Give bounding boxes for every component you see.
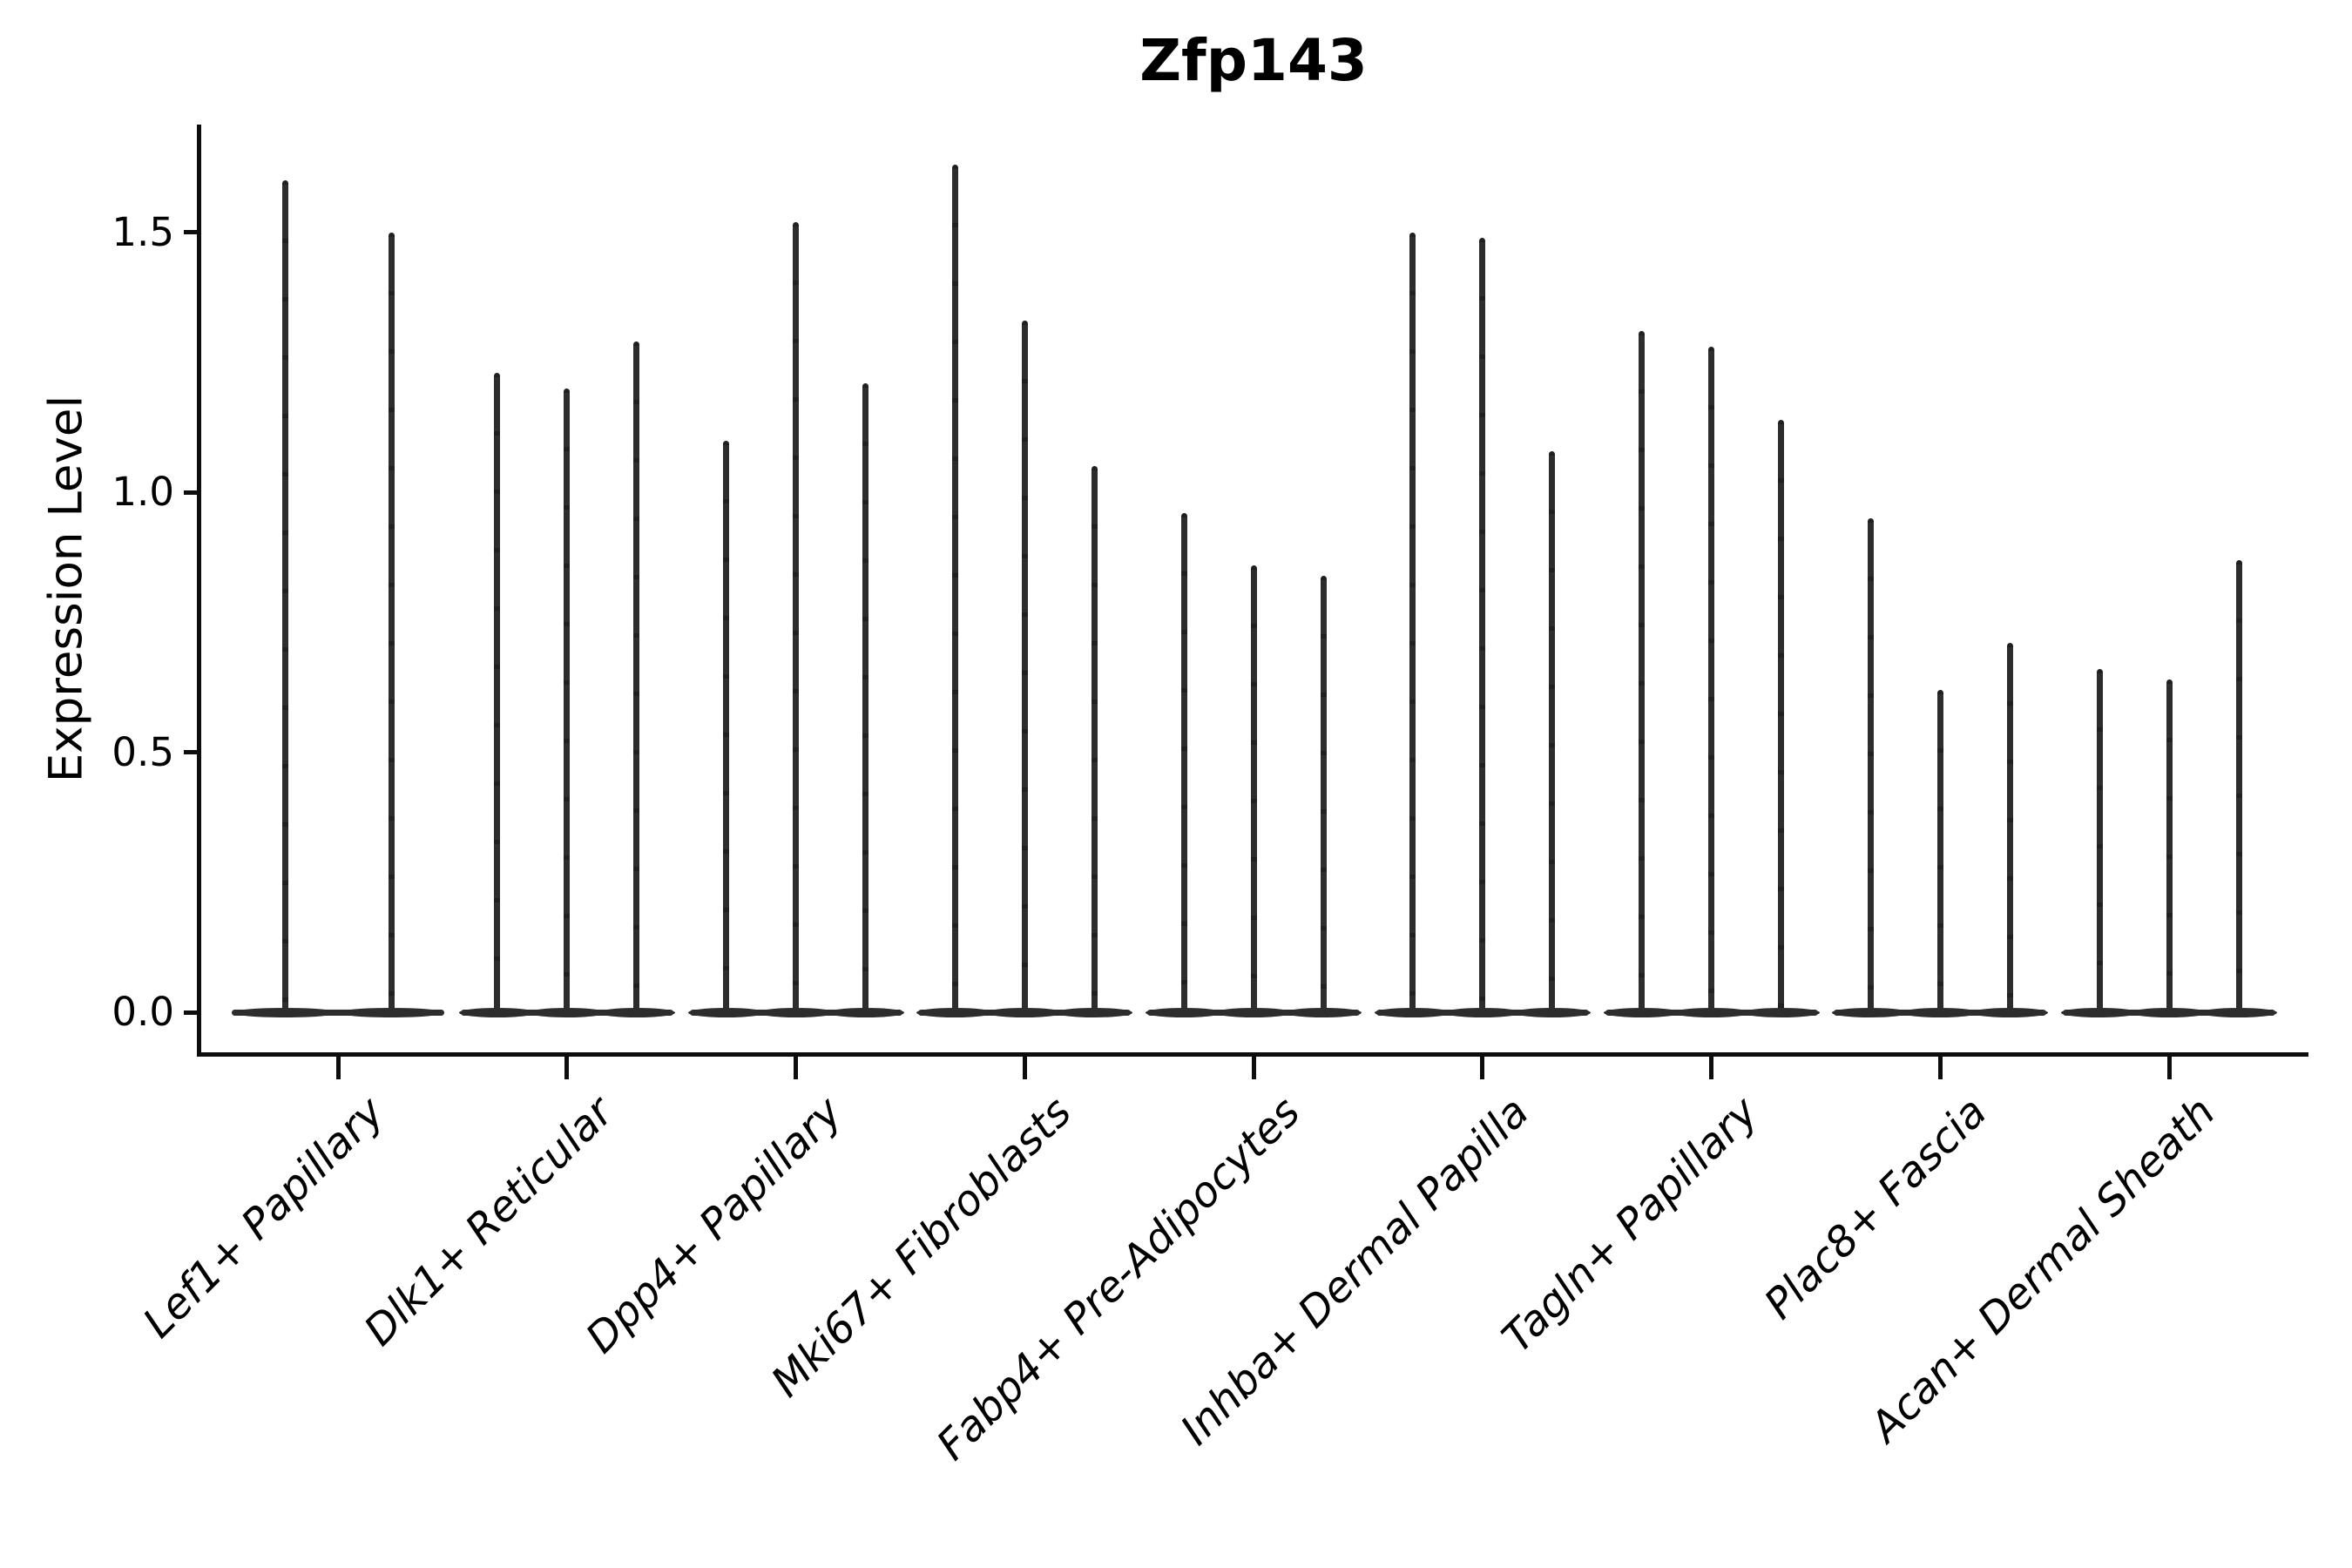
- x-tick-label-dpp4-papillary: Dpp4+ Papillary: [577, 1087, 852, 1363]
- violin-spike: [1867, 518, 1874, 1015]
- y-axis-spine: [197, 125, 201, 1057]
- x-tick-mark: [794, 1057, 798, 1079]
- violin-spike: [1549, 450, 1556, 1015]
- y-tick-mark: [184, 490, 199, 495]
- x-tick-label-plac8-fascia: Plac8+ Fascia: [1754, 1087, 1997, 1329]
- violin-spike: [2166, 679, 2173, 1015]
- y-tick-label-1-0: 1.0: [112, 469, 174, 516]
- violin-spike: [1639, 331, 1645, 1015]
- x-tick-mark: [564, 1057, 570, 1079]
- x-tick-mark: [1251, 1057, 1256, 1079]
- violin-spike: [281, 180, 288, 1015]
- x-tick-label-dlk1-reticular: Dlk1+ Reticular: [355, 1087, 623, 1355]
- violin-spike: [633, 341, 640, 1015]
- violin-spike: [1479, 237, 1486, 1015]
- x-tick-mark: [335, 1057, 341, 1079]
- x-tick-mark: [1480, 1057, 1485, 1079]
- y-tick-mark: [184, 1010, 199, 1015]
- violin-spike: [862, 382, 868, 1015]
- violin-spike: [793, 222, 799, 1015]
- violin-spike: [1021, 321, 1028, 1015]
- y-tick-mark: [184, 230, 199, 235]
- violin-spike: [1708, 347, 1714, 1015]
- violin-spike: [1180, 513, 1187, 1015]
- violin-spike: [1320, 575, 1327, 1015]
- y-tick-label-1-5: 1.5: [112, 208, 174, 255]
- violin-spike: [1091, 466, 1098, 1015]
- plot-title: Zfp143: [1139, 27, 1368, 94]
- violin-spike: [1778, 419, 1784, 1015]
- violin-spike: [1409, 232, 1416, 1015]
- violin-spike: [1250, 564, 1257, 1015]
- x-tick-label-lef1-papillary: Lef1+ Papillary: [134, 1087, 395, 1348]
- x-tick-mark: [1709, 1057, 1713, 1079]
- x-tick-label-tagln-papillary: Tagln+ Papillary: [1492, 1087, 1767, 1362]
- y-axis-label: Expression Level: [39, 395, 93, 783]
- x-tick-mark: [2166, 1057, 2172, 1079]
- violin-spike: [723, 440, 729, 1015]
- x-tick-mark: [1022, 1057, 1027, 1079]
- violin-spike: [2235, 559, 2242, 1015]
- violin-spike: [951, 165, 958, 1015]
- y-tick-label-0-5: 0.5: [112, 728, 174, 775]
- violin-spike: [388, 232, 395, 1015]
- violin-spike: [2006, 643, 2013, 1015]
- x-axis-spine: [197, 1052, 2308, 1057]
- x-tick-label-fabp4-pre-adipocytes: Fabp4+ Pre-Adipocytes: [927, 1087, 1310, 1470]
- violin-spike: [564, 388, 571, 1015]
- violin-spike: [494, 373, 501, 1015]
- x-tick-mark: [1937, 1057, 1943, 1079]
- violin-spike: [2096, 669, 2103, 1015]
- y-tick-label-0-0: 0.0: [112, 989, 174, 1035]
- violin-spike: [1936, 690, 1943, 1015]
- y-tick-mark: [184, 750, 199, 755]
